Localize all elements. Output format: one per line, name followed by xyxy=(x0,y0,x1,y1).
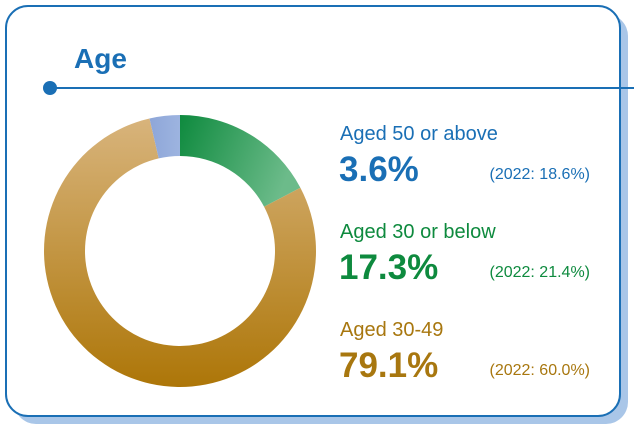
legend-label: Aged 30 or below xyxy=(340,221,496,243)
legend-label: Aged 30-49 xyxy=(340,319,443,341)
donut-segment xyxy=(180,115,301,207)
comparison-label: (2022: 18.6%) xyxy=(489,166,590,183)
comparison-label: (2022: 21.4%) xyxy=(489,264,590,281)
card xyxy=(5,5,621,417)
value-label: 17.3% xyxy=(339,248,438,287)
legend-label: Aged 50 or above xyxy=(340,123,498,145)
donut-segment xyxy=(149,115,180,159)
value-label: 79.1% xyxy=(339,346,438,385)
value-label: 3.6% xyxy=(339,150,419,189)
title: Age xyxy=(74,43,127,74)
comparison-label: (2022: 60.0%) xyxy=(489,362,590,379)
title-dot xyxy=(43,81,57,95)
donut-segment xyxy=(44,118,317,387)
